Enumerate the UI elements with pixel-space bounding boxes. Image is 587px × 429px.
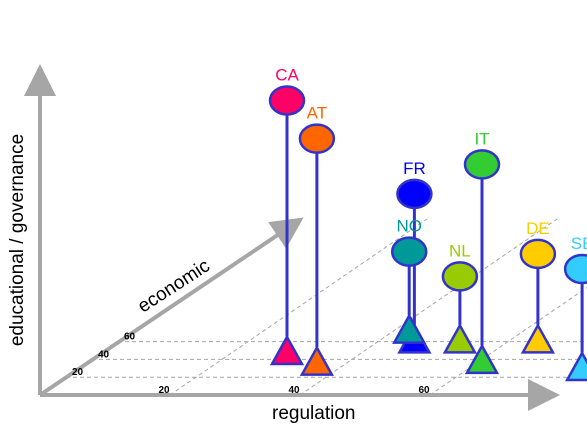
triangle-marker-ca — [269, 334, 305, 366]
point-se: SE — [563, 234, 587, 382]
grid-line-regulation-40 — [299, 216, 561, 396]
triangle-marker-se — [564, 350, 587, 382]
y-tick-label: 40 — [98, 349, 110, 360]
triangle-marker-at — [299, 345, 335, 376]
point-nl: NL — [441, 241, 479, 354]
y-tick-label: 60 — [124, 332, 136, 343]
circle-marker-ca — [268, 85, 306, 116]
circle-marker-se — [563, 253, 587, 285]
point-label-ca: CA — [275, 66, 299, 85]
circle-marker-at — [298, 123, 336, 154]
point-it: IT — [463, 129, 501, 375]
point-label-it: IT — [474, 129, 489, 148]
x-tick-label: 20 — [158, 385, 170, 396]
circle-marker-it — [463, 149, 501, 180]
circle-marker-nl — [441, 261, 479, 292]
data-marks: CAATFRNONLITDESESW — [268, 66, 587, 382]
point-label-de: DE — [526, 219, 550, 238]
x-tick-label: 60 — [418, 385, 430, 396]
circle-marker-no — [390, 236, 428, 267]
triangle-marker-it — [464, 343, 500, 375]
triangle-marker-de — [520, 322, 556, 354]
circle-marker-de — [519, 238, 557, 270]
triangle-marker-nl — [442, 322, 478, 354]
y-tick-label: 20 — [72, 367, 84, 378]
point-no: NO — [390, 217, 428, 344]
point-ca: CA — [268, 66, 306, 366]
point-label-at: AT — [307, 104, 327, 123]
grid-line-regulation-20 — [169, 216, 431, 396]
circle-marker-fr — [396, 178, 433, 210]
point-label-no: NO — [396, 217, 422, 236]
x-tick-label: 40 — [288, 385, 300, 396]
z-axis-title: educational / governance — [7, 134, 28, 346]
y-axis-line — [38, 217, 304, 397]
point-at: AT — [298, 104, 336, 376]
point-label-fr: FR — [403, 159, 426, 178]
tick-labels: 20 40 60 20 40 60 — [72, 332, 430, 396]
point-label-nl: NL — [449, 241, 471, 260]
triangle-marker-no — [392, 313, 427, 344]
point-label-se: SE — [571, 234, 587, 253]
axes — [24, 64, 560, 411]
x-axis-title: regulation — [272, 403, 355, 424]
point-de: DE — [519, 219, 557, 354]
